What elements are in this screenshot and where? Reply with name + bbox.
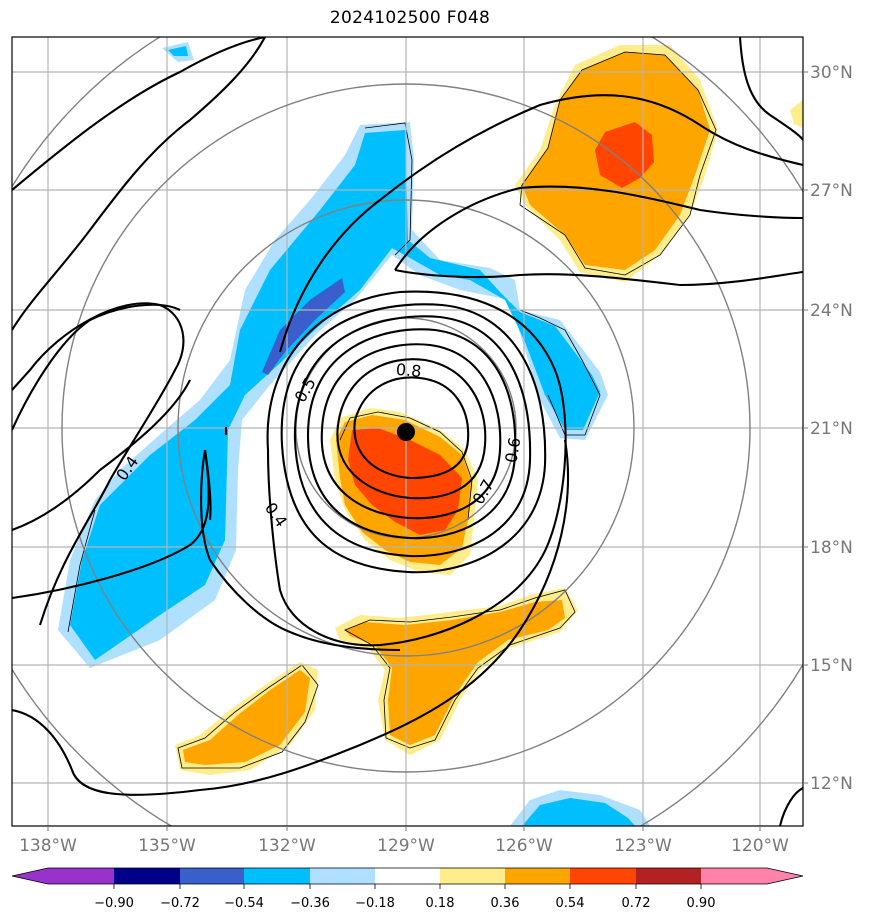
colorbar-seg-5 (375, 868, 440, 884)
axis-ticks (47, 71, 808, 831)
colorbar-seg-4 (310, 868, 375, 884)
darkblue-streak (262, 278, 345, 375)
colorbar-seg-8 (570, 868, 636, 884)
colorbar-tick-7: 0.54 (556, 896, 585, 911)
colorbar-seg-9 (636, 868, 701, 884)
lon-label-129w: 129°W (377, 836, 435, 856)
lon-label-135w: 135°W (138, 836, 196, 856)
lon-label-126w: 126°W (495, 836, 553, 856)
contour-0.5-inner (293, 315, 532, 558)
colorbar-tick-5: 0.18 (426, 896, 455, 911)
colorbar-seg-1 (114, 868, 180, 884)
gridlines (12, 37, 803, 826)
lat-label-24n: 24°N (810, 301, 853, 321)
contour-0.5 (280, 303, 547, 574)
map-frame (11, 36, 804, 827)
lon-label-123w: 123°W (614, 836, 672, 856)
colorbar-seg-6 (440, 868, 505, 884)
colorbar-tick-9: 0.90 (687, 896, 716, 911)
contour-lines (12, 37, 803, 826)
map-title: 2024102500 F048 (329, 8, 491, 28)
colorbar: −0.90 −0.72 −0.54 −0.36 −0.18 0.18 0.36 … (11, 867, 804, 911)
colorbar-tick-1: −0.72 (160, 896, 200, 911)
contour-0.6 (306, 328, 517, 540)
contour-0.7 (320, 343, 502, 520)
red-core-ne (595, 122, 654, 188)
lon-label-120w: 120°W (731, 836, 789, 856)
shaded-field (58, 42, 803, 826)
contour-0.7-inner (336, 358, 487, 500)
longitude-labels: 138°W 135°W 132°W 129°W 126°W 123°W 120°… (19, 836, 789, 856)
lat-label-27n: 27°N (810, 181, 853, 201)
colorbar-seg-2 (180, 868, 244, 884)
colorbar-tick-2: −0.54 (224, 896, 264, 911)
blue-band-core (70, 130, 600, 660)
colorbar-tick-8: 0.72 (622, 896, 651, 911)
lat-label-21n: 21°N (810, 419, 853, 439)
contour-0.8 (353, 376, 470, 480)
map-plot-area: 0.8 0.5 0.6 0.7 0.4 0.4 (12, 37, 803, 826)
latitude-labels: 30°N 27°N 24°N 21°N 18°N 15°N 12°N (810, 63, 853, 794)
colorbar-extend-left (12, 868, 48, 884)
lat-label-12n: 12°N (810, 774, 853, 794)
colorbar-seg-0 (48, 868, 114, 884)
lat-label-15n: 15°N (810, 656, 853, 676)
colorbar-seg-3 (244, 868, 310, 884)
lat-label-30n: 30°N (810, 63, 853, 83)
colorbar-extend-right (767, 868, 803, 884)
contour-label-05: 0.5 (291, 374, 320, 406)
contour-0.4-main (266, 290, 567, 647)
lon-label-138w: 138°W (19, 836, 77, 856)
lon-label-132w: 132°W (258, 836, 316, 856)
colorbar-tick-4: −0.18 (355, 896, 395, 911)
lat-label-18n: 18°N (810, 538, 853, 558)
colorbar-seg-7 (505, 868, 570, 884)
storm-red-core (348, 428, 462, 535)
contour-label-06: 0.6 (501, 436, 524, 464)
colorbar-tick-3: −0.36 (290, 896, 330, 911)
colorbar-seg-10 (701, 868, 767, 884)
colorbar-tick-0: −0.90 (94, 896, 134, 911)
colorbar-tick-6: 0.36 (491, 896, 520, 911)
contour-label-08: 0.8 (395, 360, 422, 381)
colorbar-outline (11, 867, 804, 885)
storm-center-marker (397, 423, 415, 441)
